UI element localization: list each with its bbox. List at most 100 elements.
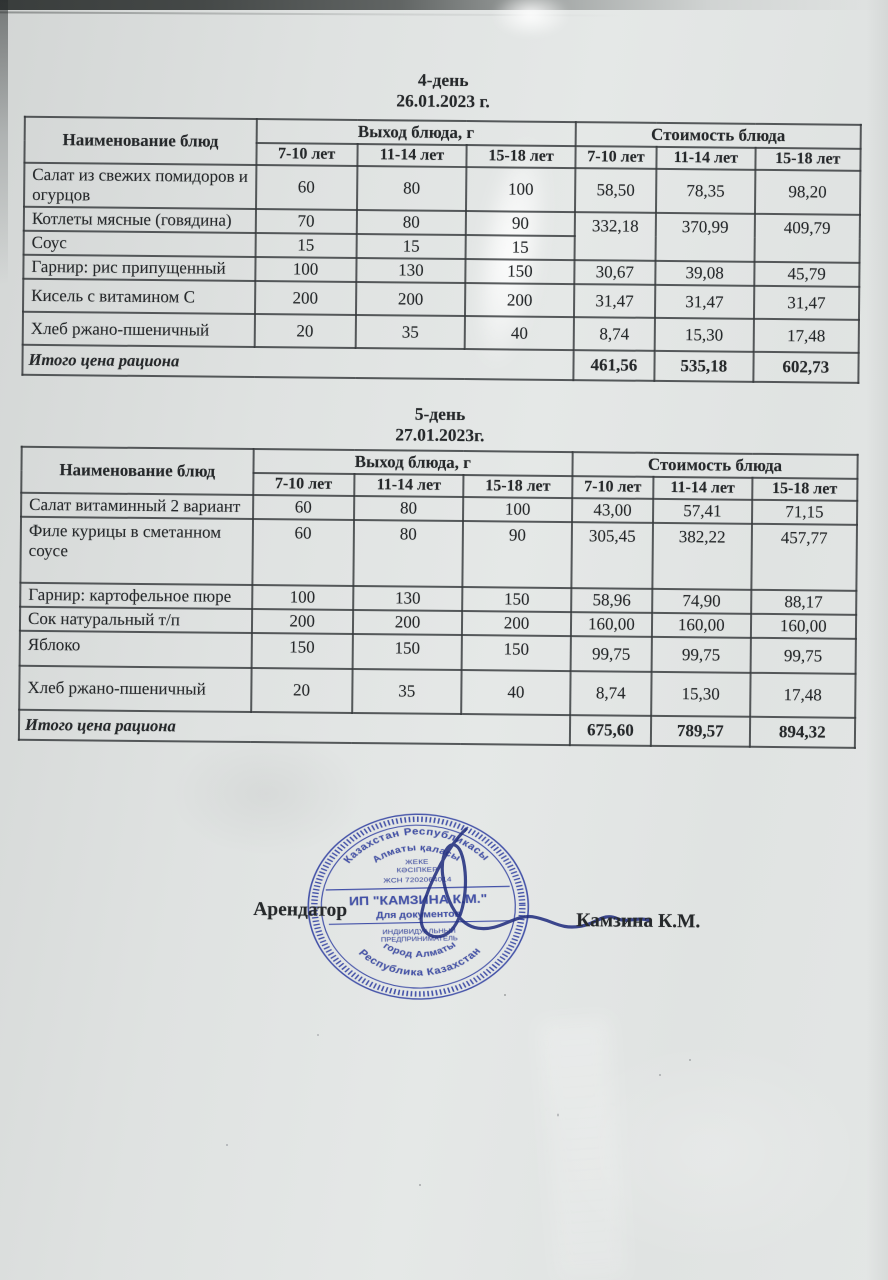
stamp-line-zhsn: ЖСН 7202064014 [383,875,451,885]
photo-left-edge [0,0,8,300]
portion-cell: 200 [352,609,463,636]
stamp-sub-line-2: ПРЕДПРИНИМАТЕЛЬ [381,936,459,944]
age-col-header: 15-18 лет [466,145,576,169]
col-header-dish-name: Наименование блюд [24,116,257,166]
portion-cell: 80 [356,166,467,212]
table-row: Филе курицы в сметанном соусе 60 80 90 3… [20,516,857,591]
cost-cell: 43,00 [571,498,654,523]
cost-cell: 57,41 [652,498,752,524]
cost-cell: 31,47 [753,285,860,320]
day5-title: 5-день 27.01.2023г. [21,400,859,450]
portion-cell: 150 [251,633,353,669]
cost-cell: 160,00 [750,613,857,639]
signature-block: Казахстан Республикасы Алматы қаласы ЖЕК… [15,759,856,1097]
age-col-header: 11-14 лет [653,476,753,500]
portion-cell: 80 [353,519,464,588]
portion-cell: 35 [355,314,466,350]
portion-cell: 20 [254,314,356,348]
col-group-output: Выход блюда, г [256,119,576,147]
portion-cell: 200 [462,611,572,637]
stamp-line-kasipker: КӘСІПКЕР [396,865,438,874]
portion-cell: 200 [251,609,353,634]
portion-cell: 90 [462,521,572,589]
menu-table-day4: Наименование блюд Выход блюда, г Стоимос… [21,116,861,384]
cost-cell: 99,75 [651,636,751,673]
dish-name-cell: Гарнир: рис припущенный [23,254,256,282]
cost-cell: 99,75 [570,636,652,672]
portion-cell: 130 [356,257,466,284]
age-col-header: 15-18 лет [751,477,858,501]
portion-cell: 35 [351,668,462,715]
portion-cell: 15 [356,234,466,260]
portion-cell: 15 [255,233,357,258]
portion-cell: 150 [461,635,571,672]
cost-cell: 98,20 [754,169,861,215]
photo-top-edge [0,0,888,10]
cost-cell: 409,79 [754,213,860,263]
portion-cell: 15 [465,235,575,261]
dish-name-cell: Салат витаминный 2 вариант [21,492,253,520]
cost-cell: 39,08 [655,260,755,286]
total-label-cell: Итого цена рациона [22,344,574,381]
dish-name-cell: Филе курицы в сметанном соусе [20,516,253,586]
portion-cell: 40 [464,316,574,351]
dish-name-cell: Кисель с витамином С [23,278,255,315]
col-header-dish-name: Наименование блюд [21,446,254,496]
signer-name: Камзина К.М. [576,910,701,933]
portion-cell: 150 [352,633,463,671]
dish-name-cell: Гарнир: картофельное пюре [20,582,252,610]
cost-cell: 78,35 [655,168,756,214]
cost-cell: 160,00 [570,612,653,637]
cost-cell: 71,15 [751,499,858,525]
menu-table-day5: Наименование блюд Выход блюда, г Стоимос… [18,446,859,749]
portion-cell: 80 [356,210,467,236]
portion-cell: 100 [466,167,576,213]
dish-name-cell: Котлеты мясные (говядина) [23,206,256,234]
cost-cell: 58,50 [574,168,657,213]
day4-title: 4-день 26.01.2023 г. [24,66,862,116]
total-cost-cell: 602,73 [752,351,859,383]
stamp-line-zheke: ЖЕКЕ [405,857,429,866]
glare-spot [492,0,570,38]
portion-cell: 40 [461,670,571,716]
age-col-header: 7-10 лет [572,476,654,499]
portion-cell: 20 [250,668,353,713]
stamp-for-documents: Для документов [376,909,461,921]
cost-cell: 30,67 [574,260,656,285]
total-cost-cell: 675,60 [569,715,652,746]
cost-cell: 17,48 [749,672,856,718]
total-cost-cell: 461,56 [573,350,655,381]
portion-cell: 100 [463,497,573,523]
cost-cell: 160,00 [651,612,751,638]
cost-cell: 370,99 [655,212,755,262]
col-group-cost: Стоимость блюда [572,452,858,479]
total-cost-cell: 535,18 [654,350,754,382]
portion-cell: 200 [355,281,466,317]
age-col-header: 15-18 лет [463,475,573,499]
cost-cell: 8,74 [573,317,655,351]
total-cost-cell: 789,57 [650,715,750,747]
cost-cell: 58,96 [571,588,653,613]
portion-cell: 60 [252,495,354,520]
cost-cell: 88,17 [750,589,857,615]
cost-cell: 332,18 [574,212,656,261]
portion-cell: 60 [255,165,358,211]
cost-cell: 305,45 [571,522,653,589]
cost-cell: 15,30 [654,317,754,352]
cost-cell: 17,48 [753,318,859,353]
role-label: Арендатор [253,899,348,921]
dish-name-cell: Соус [23,230,256,258]
age-col-header: 7-10 лет [575,146,657,169]
portion-cell: 100 [254,257,357,282]
stamp-center-name: ИП "КАМЗИНА К.М." [349,892,488,908]
portion-cell: 200 [254,281,357,315]
portion-cell: 60 [251,519,354,586]
portion-cell: 150 [465,259,575,285]
dish-name-cell: Салат из свежих помидоров и огурцов [24,162,257,210]
portion-cell: 100 [251,585,354,610]
cost-cell: 45,79 [753,261,860,287]
age-col-header: 7-10 лет [256,143,358,167]
age-col-header: 11-14 лет [656,146,756,170]
cost-cell: 15,30 [651,671,751,717]
